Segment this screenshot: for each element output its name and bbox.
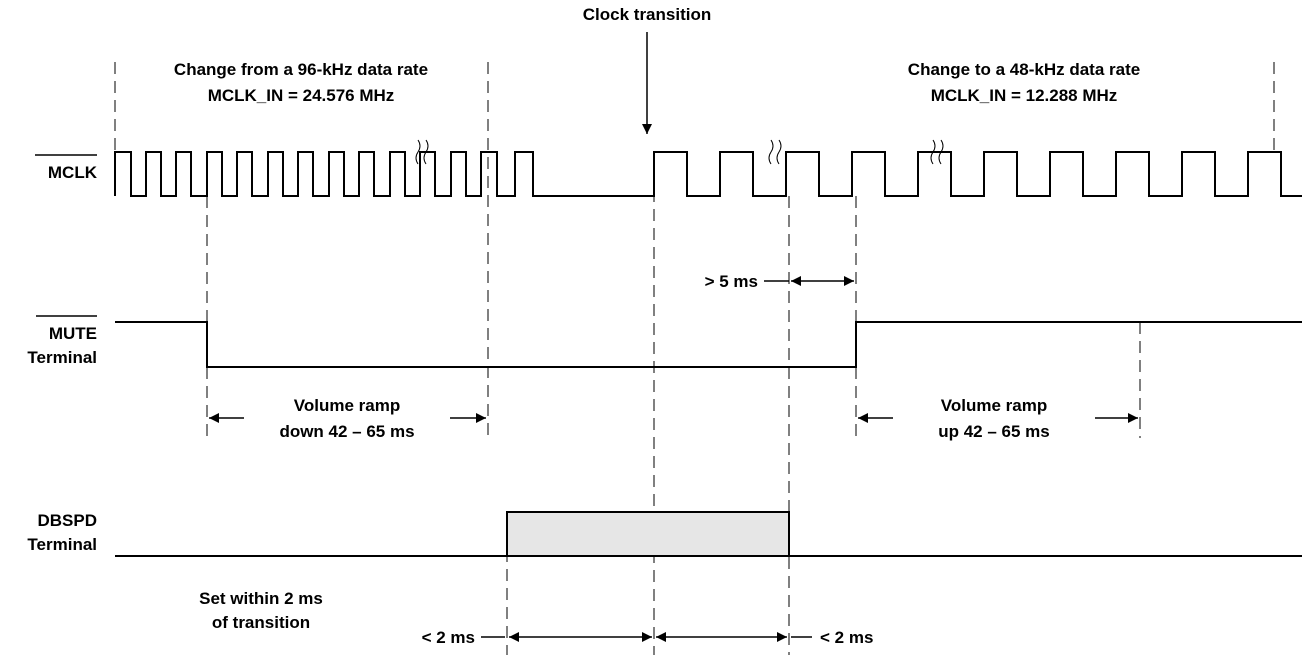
change-from-line1: Change from a 96-kHz data rate [174, 60, 428, 79]
break-mark-3 [930, 139, 944, 165]
dbspd-terminal-label: Terminal [27, 535, 97, 554]
change-from-line2: MCLK_IN = 24.576 MHz [208, 86, 395, 105]
ramp-down-line1: Volume ramp [294, 396, 400, 415]
change-to-line1: Change to a 48-kHz data rate [908, 60, 1140, 79]
mclk-waveform [114, 151, 1302, 197]
lt2ms-left-label: < 2 ms [422, 628, 475, 647]
mute-waveform [115, 321, 1302, 368]
ramp-up-line2: up 42 – 65 ms [938, 422, 1050, 441]
mclk-label: MCLK [48, 163, 98, 182]
mute-label: MUTE [49, 324, 97, 343]
ramp-up-line1: Volume ramp [941, 396, 1047, 415]
change-to-line2: MCLK_IN = 12.288 MHz [931, 86, 1118, 105]
mute-terminal-label: Terminal [27, 348, 97, 367]
set-within-line1: Set within 2 ms [199, 589, 323, 608]
set-within-line2: of transition [212, 613, 310, 632]
lt2ms-right-label: < 2 ms [820, 628, 873, 647]
dbspd-label: DBSPD [37, 511, 97, 530]
gt5ms-label: > 5 ms [705, 272, 758, 291]
dbspd-pulse-fill [506, 511, 790, 557]
reference-lines [114, 62, 1275, 655]
break-mark-1 [415, 139, 429, 165]
clock-break-marks [415, 139, 944, 165]
diagram-title: Clock transition [583, 5, 711, 24]
ramp-down-line2: down 42 – 65 ms [279, 422, 414, 441]
break-mark-2 [768, 139, 782, 165]
